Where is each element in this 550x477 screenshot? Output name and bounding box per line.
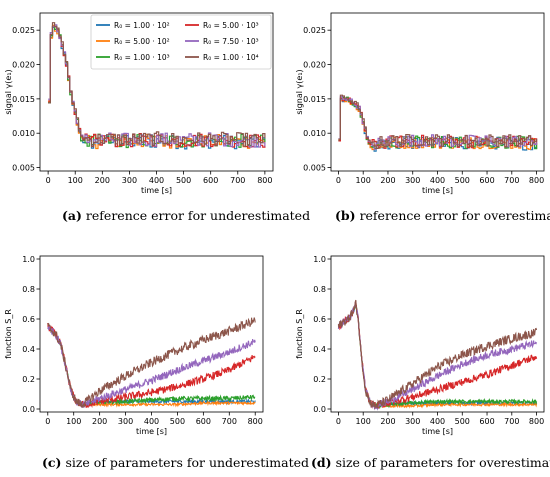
x-tick-label: 400	[430, 176, 445, 185]
y-tick-label: 0.010	[12, 129, 35, 138]
legend-entry-3: R₀ = 5.00 · 10³	[203, 21, 259, 30]
x-tick-label: 100	[68, 176, 83, 185]
legend-box	[90, 14, 272, 70]
y-tick-label: 0.2	[22, 375, 35, 384]
x-tick-label: 100	[356, 417, 371, 426]
legend-entry-1: R₀ = 5.00 · 10²	[114, 37, 170, 46]
y-axis-label: signal γ(e₁)	[4, 69, 13, 114]
y-tick-label: 0.025	[303, 26, 326, 35]
x-tick-label: 600	[196, 417, 211, 426]
y-tick-label: 0.0	[22, 405, 35, 414]
y-tick-label: 0.015	[303, 95, 326, 104]
series-line-5	[47, 317, 256, 408]
x-tick-label: 800	[257, 176, 272, 185]
x-axis-label: time [s]	[422, 186, 453, 195]
x-tick-label: 800	[248, 417, 263, 426]
caption-d: (d) size of parameters for overestimated	[311, 455, 550, 470]
x-tick-label: 300	[118, 417, 133, 426]
x-tick-label: 200	[380, 417, 395, 426]
series-line-5	[337, 299, 538, 410]
y-axis-label: function S_R	[4, 309, 13, 359]
plot-area	[337, 299, 538, 411]
caption-a: (a) reference error for underestimated	[62, 208, 311, 223]
series-line-3	[47, 322, 256, 409]
x-tick-label: 200	[92, 417, 107, 426]
x-tick-label: 100	[66, 417, 81, 426]
x-tick-label: 0	[336, 417, 341, 426]
x-tick-label: 500	[455, 417, 470, 426]
legend-entry-4: R₀ = 7.50 · 10³	[203, 37, 259, 46]
y-tick-label: 0.8	[313, 285, 326, 294]
legend-entry-5: R₀ = 1.00 · 10⁴	[203, 53, 259, 62]
plot-area	[48, 22, 266, 150]
x-tick-label: 700	[222, 417, 237, 426]
x-tick-label: 200	[95, 176, 110, 185]
x-tick-label: 400	[144, 417, 159, 426]
series-line-5	[48, 22, 266, 148]
x-tick-label: 600	[479, 417, 494, 426]
y-tick-label: 0.4	[313, 345, 326, 354]
caption-c: (c) size of parameters for underestimate…	[42, 455, 309, 470]
x-tick-label: 500	[176, 176, 191, 185]
x-axis-label: time [s]	[136, 427, 167, 436]
y-tick-label: 1.0	[313, 255, 326, 264]
y-axis-label: signal γ(e₁)	[295, 69, 304, 114]
chart-panel-3: 0 100 200 300 400 500 600 700 800 0.0 0.2 0.4 0.6 0.8…	[295, 255, 545, 436]
x-tick-label: 0	[45, 417, 50, 426]
y-tick-label: 0.4	[22, 345, 35, 354]
chart-panel-0: 0 100 200 300 400 500 600 700 800 0.005 0.010 0.015…	[4, 12, 274, 195]
x-tick-label: 500	[170, 417, 185, 426]
y-tick-label: 0.010	[303, 129, 326, 138]
y-tick-label: 0.6	[313, 315, 326, 324]
x-tick-label: 800	[529, 417, 544, 426]
x-tick-label: 800	[529, 176, 544, 185]
y-tick-label: 0.020	[12, 61, 35, 70]
x-tick-label: 700	[504, 176, 519, 185]
x-tick-label: 200	[380, 176, 395, 185]
y-tick-label: 0.020	[303, 61, 326, 70]
x-tick-label: 100	[356, 176, 371, 185]
x-tick-label: 400	[430, 417, 445, 426]
axes-frame	[330, 12, 545, 172]
x-tick-label: 400	[149, 176, 164, 185]
x-tick-label: 700	[230, 176, 245, 185]
legend-entry-0: R₀ = 1.00 · 10²	[114, 21, 170, 30]
y-tick-label: 0.005	[303, 164, 326, 173]
x-tick-label: 600	[479, 176, 494, 185]
y-tick-label: 0.015	[12, 95, 35, 104]
y-tick-label: 0.005	[12, 164, 35, 173]
plot-area	[47, 317, 256, 409]
y-tick-label: 0.025	[12, 26, 35, 35]
y-tick-label: 0.0	[313, 405, 326, 414]
y-tick-label: 0.6	[22, 315, 35, 324]
legend-entry-2: R₀ = 1.00 · 10³	[114, 53, 170, 62]
legend: R₀ = 1.00 · 10² R₀ = 5.00 · 10² R₀ = 1.00 …	[90, 14, 272, 70]
axes-frame	[330, 255, 545, 413]
y-axis-label: function S_R	[295, 309, 304, 359]
x-tick-label: 0	[46, 176, 51, 185]
x-tick-label: 500	[455, 176, 470, 185]
y-tick-label: 1.0	[22, 255, 35, 264]
caption-b: (b) reference error for overestimated	[335, 208, 550, 223]
plot-area	[338, 94, 538, 152]
y-tick-label: 0.8	[22, 285, 35, 294]
chart-panel-2: 0 100 200 300 400 500 600 700 800 0.0 0.2 0.4 0.6 0.8…	[4, 255, 264, 436]
x-axis-label: time [s]	[141, 186, 172, 195]
x-tick-label: 700	[504, 417, 519, 426]
x-tick-label: 300	[405, 176, 420, 185]
x-axis-label: time [s]	[422, 427, 453, 436]
series-line-5	[338, 94, 538, 149]
x-tick-label: 600	[203, 176, 218, 185]
chart-panel-1: 0 100 200 300 400 500 600 700 800 0.005 0.010 0.015…	[295, 12, 545, 195]
x-tick-label: 0	[336, 176, 341, 185]
x-tick-label: 300	[122, 176, 137, 185]
x-tick-label: 300	[405, 417, 420, 426]
y-tick-label: 0.2	[313, 375, 326, 384]
